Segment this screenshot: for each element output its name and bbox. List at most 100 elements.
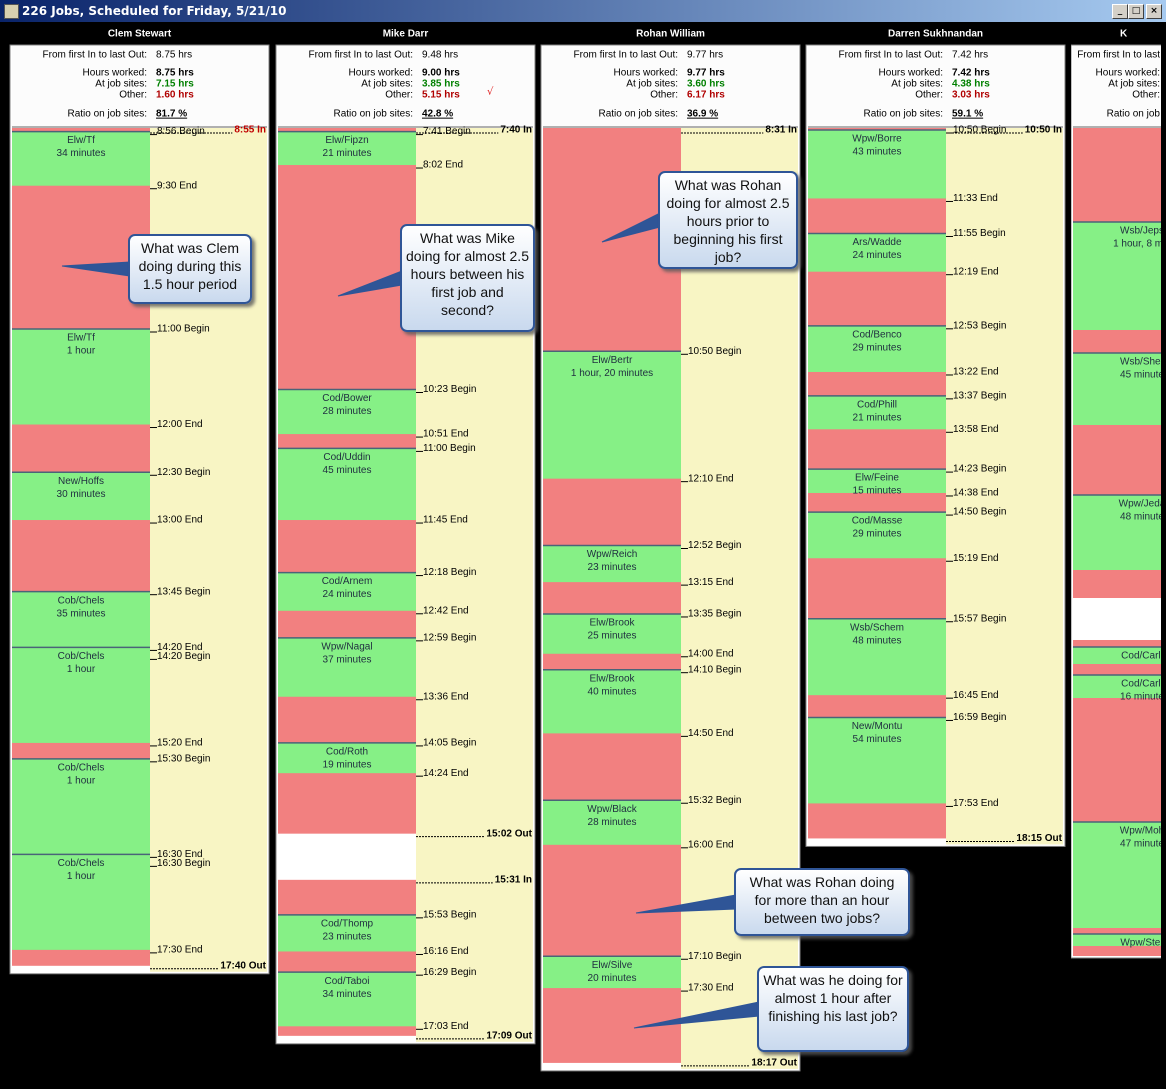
time-label: 15:30 Begin	[157, 753, 210, 764]
job-code: Cod/Arnem	[322, 576, 373, 587]
job-block	[278, 914, 416, 952]
job-code: Wsb/Sher	[1120, 357, 1165, 368]
time-label: 11:33 End	[953, 193, 998, 204]
job-block	[1073, 495, 1161, 570]
stat-value: 7.42 hrs	[952, 50, 988, 61]
job-code: Cob/Chels	[58, 595, 105, 606]
job-block	[808, 512, 946, 559]
time-label: 14:20 End	[157, 642, 203, 653]
stats-panel	[12, 46, 267, 126]
job-code: Cod/Carli	[1121, 679, 1163, 690]
time-label: 12:18 Begin	[423, 567, 476, 578]
time-label: 14:50 Begin	[953, 507, 1006, 518]
job-duration: 24 minutes	[323, 589, 372, 600]
maximize-button[interactable]: □	[1128, 4, 1144, 19]
time-label: 17:53 End	[953, 798, 999, 809]
clock-marker: 7:40 In	[500, 125, 532, 136]
job-labels: Cob/Chels 1 hour	[58, 762, 105, 786]
job-labels: Elw/Tf 34 minutes	[57, 135, 106, 159]
close-button[interactable]: ×	[1146, 4, 1162, 19]
time-label: 11:55 Begin	[953, 228, 1006, 239]
time-label: 8:02 End	[423, 160, 463, 171]
time-label: 17:30 End	[157, 945, 203, 956]
job-labels: New/Montu 54 minutes	[852, 721, 903, 745]
stat-value: 81.7 %	[156, 109, 187, 120]
job-block	[808, 395, 946, 430]
job-labels: Cob/Chels 35 minutes	[57, 595, 106, 619]
stat-value: 5.15 hrs	[422, 90, 460, 101]
time-label: 14:38 End	[953, 488, 999, 499]
clock-marker: 18:15 Out	[1016, 833, 1062, 844]
job-code: Cod/Bower	[322, 393, 372, 404]
time-label: 13:15 End	[688, 577, 734, 588]
stat-label: Hours worked:	[83, 68, 147, 79]
job-block	[278, 131, 416, 166]
stat-value: 9.77 hrs	[687, 68, 725, 79]
stat-label: At job sites:	[361, 79, 413, 90]
stat-label: Hours worked:	[1096, 68, 1160, 79]
job-code: Cob/Chels	[58, 762, 105, 773]
stat-label: From first In to last Out:	[43, 50, 147, 61]
job-duration: 1 hour	[67, 775, 96, 786]
job-block	[543, 351, 681, 479]
job-block	[543, 669, 681, 734]
job-block	[12, 758, 150, 855]
stat-label: Ratio on job sites:	[599, 109, 679, 120]
job-block	[543, 613, 681, 654]
stat-label: Other:	[1132, 90, 1160, 101]
job-code: Cod/Phill	[857, 400, 897, 411]
job-duration: 40 minutes	[588, 686, 637, 697]
job-duration: 1 hour	[67, 346, 96, 357]
job-code: New/Montu	[852, 721, 903, 732]
job-block	[1073, 222, 1161, 330]
clock-marker: 18:17 Out	[751, 1058, 797, 1069]
job-block	[543, 956, 681, 989]
job-code: Elw/Brook	[589, 618, 635, 629]
clock-marker: 10:50 In	[1025, 125, 1062, 136]
job-labels: Cod/Roth 19 minutes	[323, 747, 372, 771]
callout: What was Clem doing during this 1.5 hour…	[128, 234, 252, 304]
stat-label: Ratio on job sites:	[864, 109, 944, 120]
header-divider	[543, 126, 798, 128]
job-block	[543, 800, 681, 845]
job-code: Cob/Chels	[58, 651, 105, 662]
job-labels: Cod/Phill 21 minutes	[853, 400, 902, 424]
partial-column: K From first In to last Hours worked:At jo…	[1071, 29, 1166, 959]
time-area	[946, 128, 1063, 845]
time-label: 8:56 Begin	[157, 126, 205, 137]
stat-value: 9.48 hrs	[422, 50, 458, 61]
clock-marker: 15:02 Out	[486, 828, 532, 839]
time-label: 15:32 Begin	[688, 795, 741, 806]
job-block	[808, 325, 946, 372]
idle-time	[543, 128, 681, 1063]
stat-label: Hours worked:	[614, 68, 678, 79]
time-label: 16:59 Begin	[953, 712, 1006, 723]
employee-name: Mike Darr	[383, 29, 429, 40]
time-label: 10:23 Begin	[423, 384, 476, 395]
stat-label: From first In to last Out:	[839, 50, 943, 61]
header-divider	[12, 126, 267, 128]
employee-name: K	[1120, 29, 1128, 40]
job-code: Wpw/Jeda	[1119, 499, 1166, 510]
time-label: 13:36 End	[423, 691, 469, 702]
job-labels: Elw/Tf 1 hour	[67, 333, 96, 357]
stat-label: Other:	[650, 90, 678, 101]
job-duration: 30 minutes	[57, 489, 106, 500]
time-label: 12:30 Begin	[157, 467, 210, 478]
job-duration: 1 hour	[67, 664, 96, 675]
stat-label: At job sites:	[626, 79, 678, 90]
job-labels: Elw/Fipzn 21 minutes	[323, 135, 372, 159]
header-divider	[278, 126, 533, 128]
time-label: 13:45 Begin	[157, 586, 210, 597]
job-duration: 15 minutes	[853, 486, 902, 497]
job-duration: 47 minute	[1120, 839, 1164, 850]
stat-label: Hours worked:	[879, 68, 943, 79]
job-labels: Ars/Wadde 24 minutes	[852, 237, 902, 261]
job-duration: 54 minutes	[853, 734, 902, 745]
minimize-button[interactable]: _	[1112, 4, 1128, 19]
job-block	[278, 972, 416, 1027]
time-label: 14:20 Begin	[157, 651, 210, 662]
stat-label: Other:	[119, 90, 147, 101]
stat-label: Other:	[385, 90, 413, 101]
time-label: 13:58 End	[953, 424, 999, 435]
